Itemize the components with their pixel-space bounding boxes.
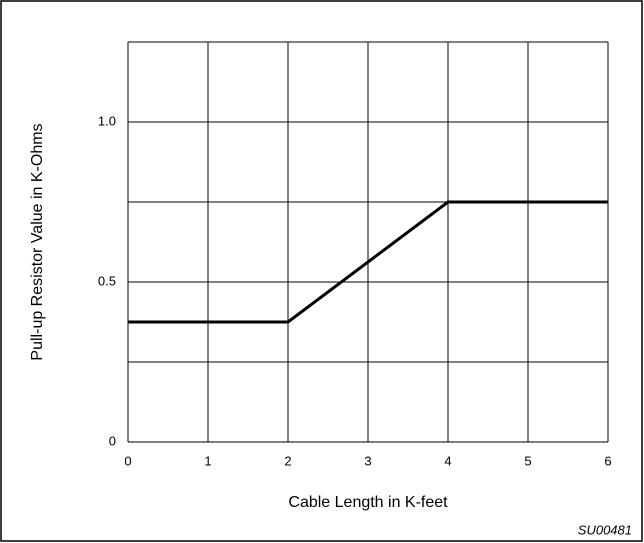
y-tick-label: 0 — [109, 433, 116, 448]
figure-code: SU00481 — [578, 522, 632, 537]
x-tick-label: 1 — [204, 453, 211, 468]
x-tick-label: 0 — [124, 453, 131, 468]
y-tick-label: 0.5 — [98, 273, 116, 288]
x-tick-label: 6 — [604, 453, 611, 468]
x-tick-label: 2 — [284, 453, 291, 468]
y-axis-label: Pull-up Resistor Value in K-Ohms — [29, 123, 46, 360]
x-axis-label: Cable Length in K-feet — [288, 494, 448, 511]
data-line — [128, 200, 608, 324]
x-tick-label: 5 — [524, 453, 531, 468]
y-tick-label: 1.0 — [98, 113, 116, 128]
x-tick-label: 4 — [444, 453, 451, 468]
x-tick-label: 3 — [364, 453, 371, 468]
